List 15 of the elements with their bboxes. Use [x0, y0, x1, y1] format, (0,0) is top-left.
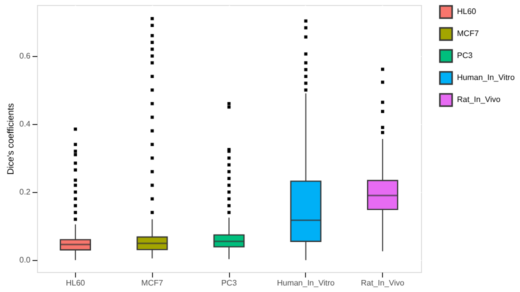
y-tick-label: 0.4: [19, 120, 32, 129]
x-tick-label: Rat_In_Vivo: [360, 278, 405, 288]
legend-label: MCF7: [457, 29, 480, 38]
y-tick-label: 0.0: [19, 256, 32, 265]
x-tick-label: MCF7: [141, 278, 164, 288]
legend-label: Human_In_Vitro: [457, 73, 516, 82]
legend-label: HL60: [457, 7, 477, 16]
x-tick-label: PC3: [221, 278, 238, 288]
legend-label: Rat_In_Vivo: [457, 95, 501, 104]
y-axis-title: Dice's coefficients: [5, 102, 16, 175]
x-tick-label: Human_In_Vitro: [276, 278, 336, 288]
y-tick-label: 0.6: [19, 52, 32, 61]
y-tick-label: 0.2: [19, 188, 32, 197]
legend-label: PC3: [457, 51, 474, 60]
x-tick-label: HL60: [66, 278, 86, 288]
